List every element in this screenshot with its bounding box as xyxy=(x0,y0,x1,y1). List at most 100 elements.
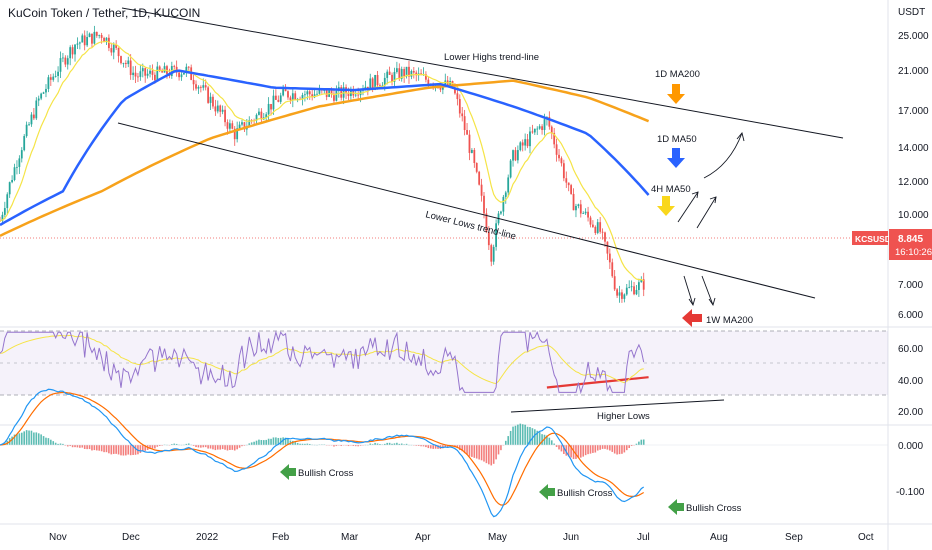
macd-histogram-bar xyxy=(195,445,197,448)
macd-histogram-bar xyxy=(635,443,638,445)
candle-body xyxy=(577,204,580,206)
bullish-cross-1-label: Bullish Cross xyxy=(298,468,354,479)
candle-body xyxy=(42,92,45,94)
candle-body xyxy=(294,93,297,100)
candle-body xyxy=(265,114,268,118)
macd-histogram-bar xyxy=(282,437,284,445)
projection-arrowhead-curve xyxy=(736,132,745,142)
candle-body xyxy=(599,222,602,232)
candle-body xyxy=(219,105,222,112)
candle-body xyxy=(613,276,616,290)
macd-histogram-bar xyxy=(417,445,420,446)
macd-histogram-bar xyxy=(253,441,255,445)
macd-histogram-bar xyxy=(37,433,40,445)
candle-body xyxy=(18,158,21,167)
candle-body xyxy=(502,196,505,212)
macd-histogram-bar xyxy=(299,443,301,445)
candle-body xyxy=(229,123,231,129)
macd-histogram-bar xyxy=(306,443,309,445)
bullish-cross-2-arrow-icon xyxy=(539,484,555,500)
candle-body xyxy=(304,94,306,96)
lower-lows-trendline[interactable] xyxy=(117,122,816,299)
macd-histogram-bar xyxy=(553,443,555,445)
lower-highs-trendline[interactable] xyxy=(121,7,844,139)
time-label-2022: 2022 xyxy=(196,532,219,543)
macd-histogram-bar xyxy=(57,443,59,445)
price-tick-10: 10.000 xyxy=(898,210,929,221)
candle-body xyxy=(199,86,202,88)
candle-body xyxy=(572,193,575,211)
candlestick-series xyxy=(0,25,645,303)
macd-histogram-bar xyxy=(582,445,585,457)
macd-histogram-bar xyxy=(224,445,226,450)
candle-body xyxy=(405,66,408,77)
candle-body xyxy=(516,150,519,161)
candle-body xyxy=(129,60,132,76)
candle-body xyxy=(471,149,473,153)
candle-body xyxy=(325,90,328,97)
macd-histogram-bar xyxy=(214,445,217,451)
candle-body xyxy=(592,224,594,227)
candle-body xyxy=(371,78,374,90)
higher-lows-trendline[interactable] xyxy=(510,399,725,413)
candle-body xyxy=(412,71,415,73)
candle-body xyxy=(279,95,282,102)
macd-histogram-bar xyxy=(567,445,570,457)
macd-histogram-bar xyxy=(270,438,272,445)
macd-histogram-bar xyxy=(621,445,623,454)
macd-histogram-bar xyxy=(132,445,134,455)
candle-body xyxy=(512,150,514,161)
macd-histogram-bar xyxy=(497,445,500,455)
candle-body xyxy=(238,124,241,129)
candle-body xyxy=(11,179,13,183)
candle-body xyxy=(141,68,144,72)
candle-body xyxy=(456,93,459,100)
candle-body xyxy=(640,279,643,283)
macd-histogram-bar xyxy=(25,430,28,445)
macd-histogram-bar xyxy=(398,443,401,445)
macd-histogram-bar xyxy=(625,445,628,451)
macd-histogram-bar xyxy=(200,445,202,448)
macd-histogram-bar xyxy=(514,425,517,445)
candle-body xyxy=(633,286,635,295)
macd-histogram-bar xyxy=(434,445,437,449)
candle-body xyxy=(357,94,360,96)
candle-body xyxy=(204,85,207,88)
candle-body xyxy=(284,89,287,92)
macd-histogram-bar xyxy=(538,432,541,445)
ma50-1d-label: 1D MA50 xyxy=(657,134,697,145)
macd-histogram-bar xyxy=(446,445,449,448)
macd-histogram-bar xyxy=(308,443,311,445)
macd-histogram-bar xyxy=(546,435,548,445)
candle-body xyxy=(153,74,156,81)
macd-histogram-bar xyxy=(129,445,132,456)
candle-body xyxy=(567,182,570,186)
candle-body xyxy=(175,66,178,73)
candle-body xyxy=(52,76,55,80)
candle-body xyxy=(124,62,127,65)
candle-body xyxy=(149,70,151,74)
candle-body xyxy=(558,154,560,159)
symbol-tag xyxy=(852,231,888,245)
candle-body xyxy=(88,33,91,38)
candle-body xyxy=(504,192,507,197)
candle-body xyxy=(383,77,386,86)
candle-body xyxy=(78,42,81,44)
macd-histogram-bar xyxy=(429,445,432,449)
candle-body xyxy=(347,93,350,97)
macd-histogram-bar xyxy=(422,445,425,447)
candle-body xyxy=(197,86,200,89)
candle-body xyxy=(553,132,556,145)
macd-histogram-bar xyxy=(54,442,57,445)
candle-body xyxy=(74,44,76,55)
candle-body xyxy=(16,166,18,168)
macd-histogram-bar xyxy=(231,445,234,450)
candle-body xyxy=(20,150,23,159)
candle-body xyxy=(37,98,40,101)
macd-histogram-bar xyxy=(40,434,42,445)
candle-body xyxy=(47,77,50,89)
candle-body xyxy=(480,184,483,196)
projection-arrow-down-1 xyxy=(683,275,694,306)
macd-histogram-bar xyxy=(604,445,606,449)
